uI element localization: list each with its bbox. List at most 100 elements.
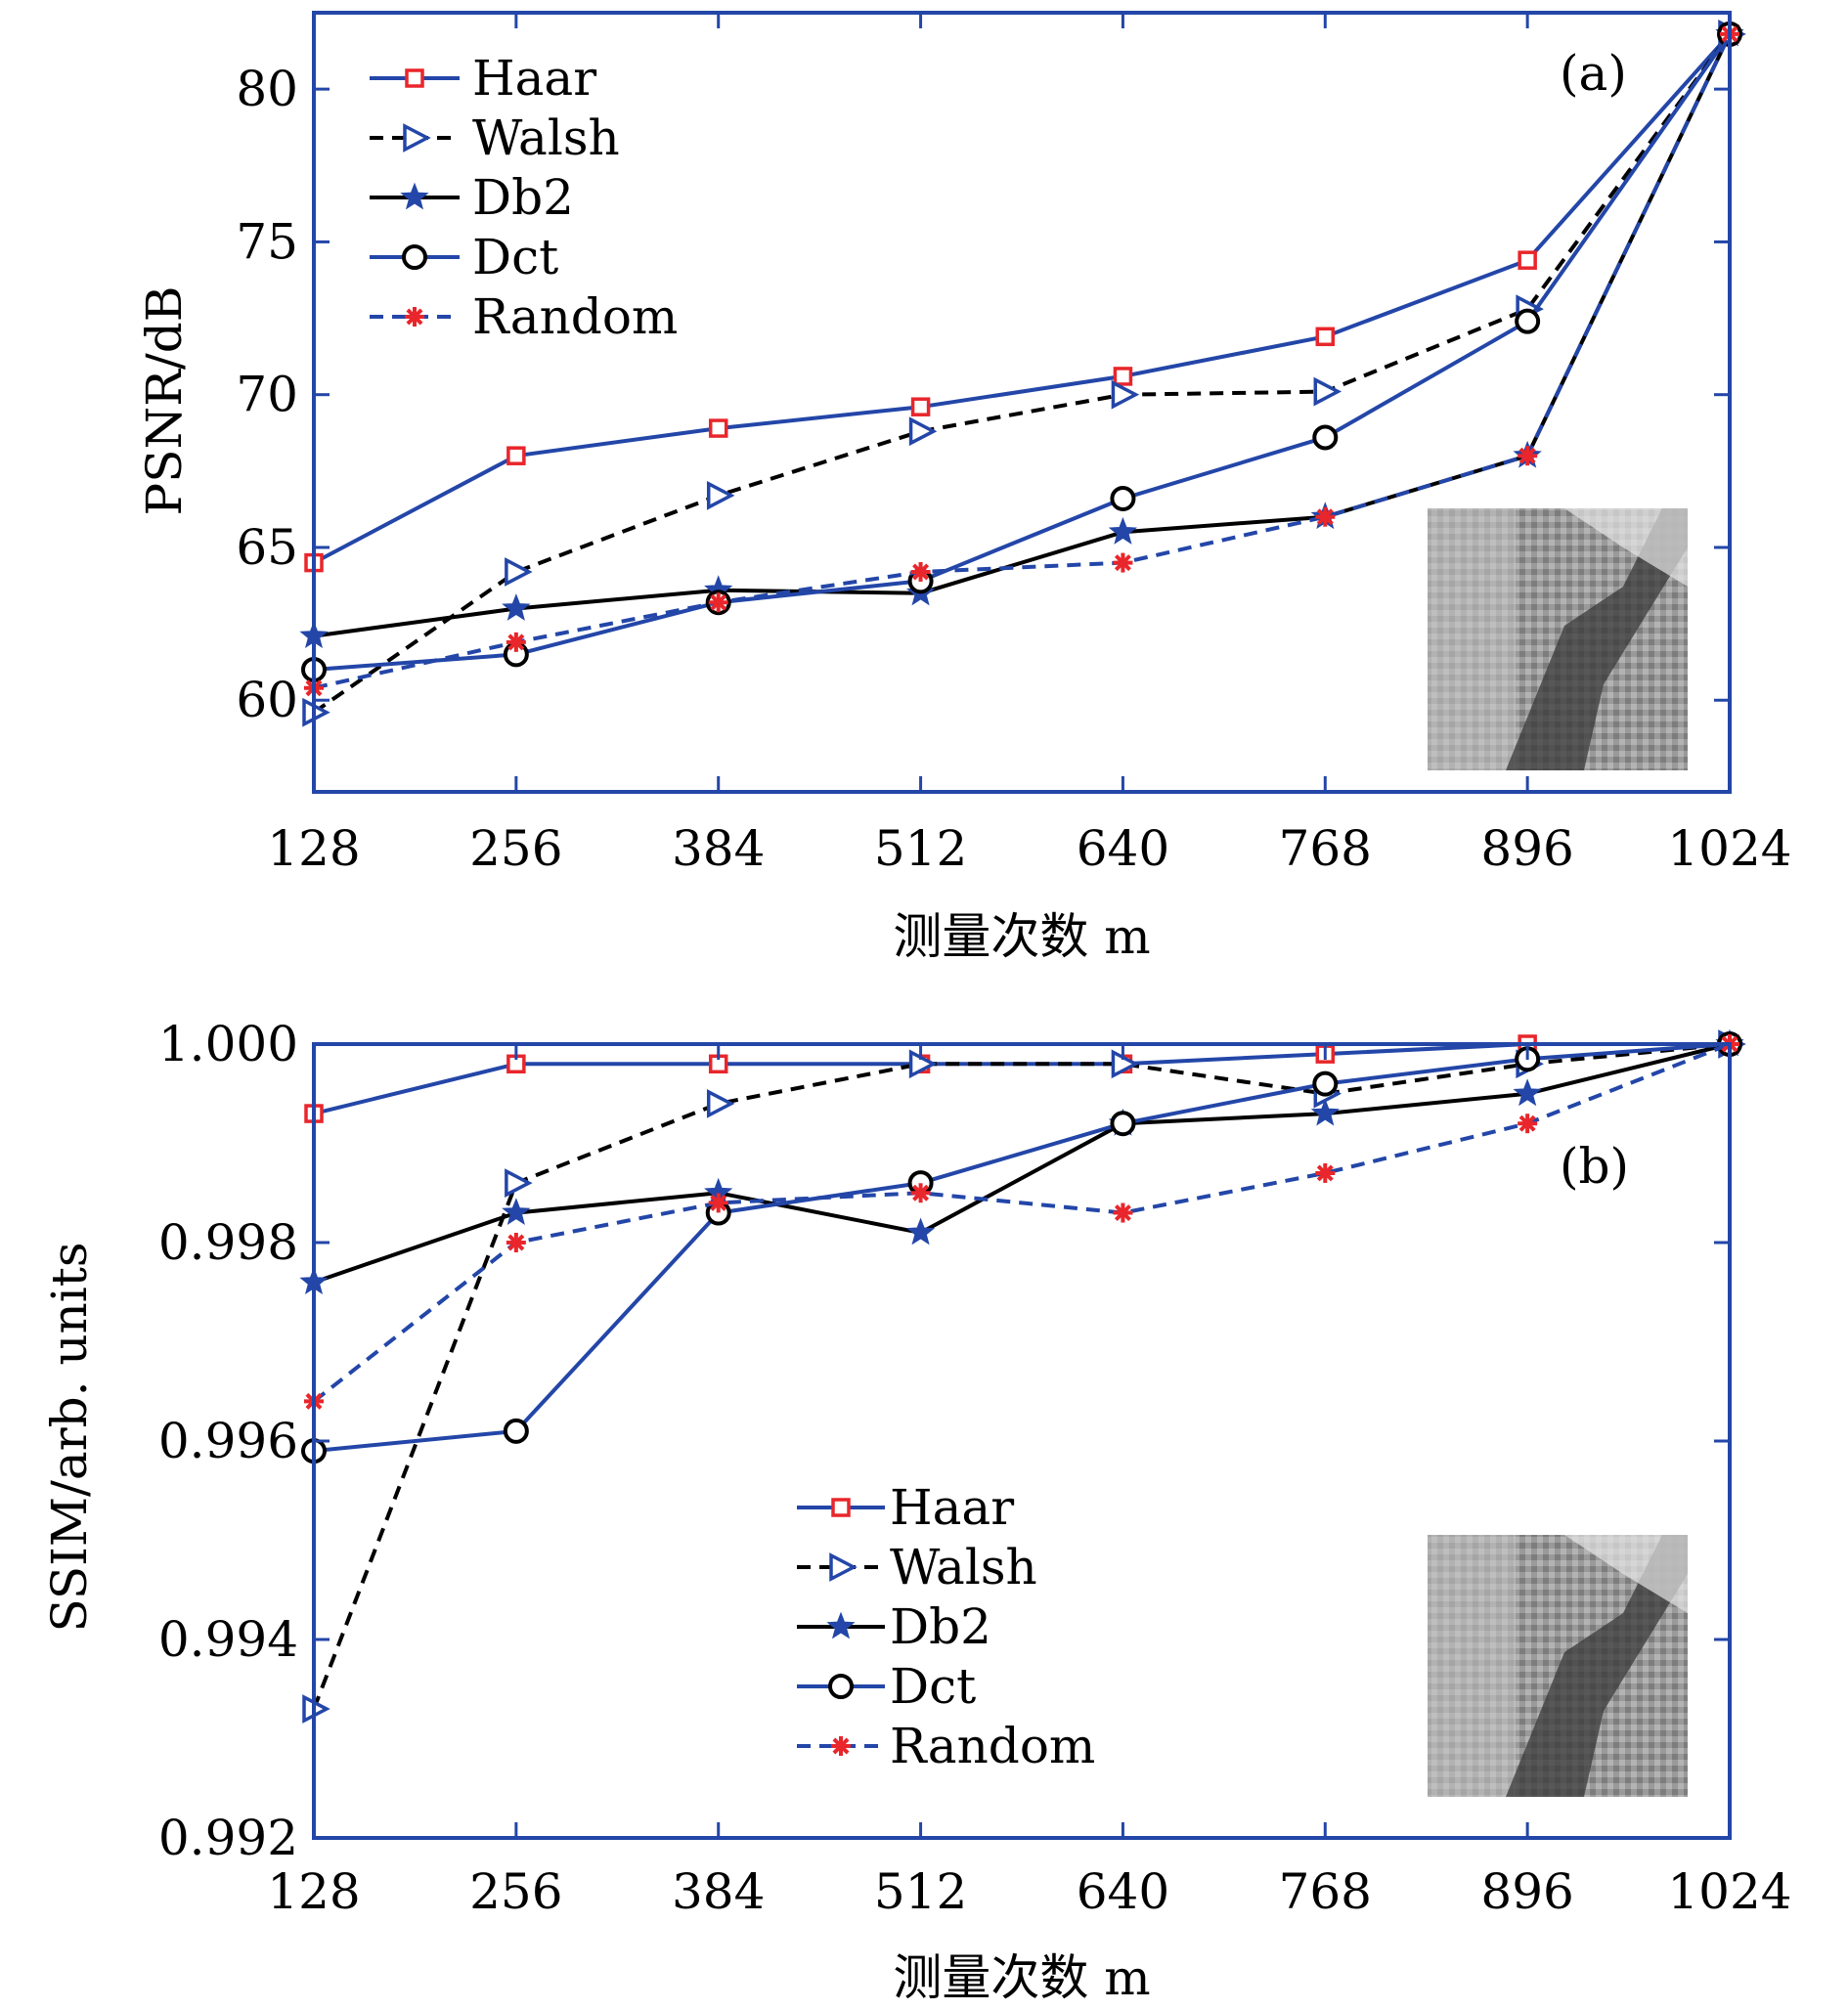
point-random [910,1183,931,1203]
x-tick-label: 256 [469,820,562,877]
point-db2 [502,593,531,621]
y-tick-label: 65 [236,519,298,576]
point-dct [1312,424,1339,451]
point-dct [1110,485,1136,511]
x-tick-label: 768 [1279,820,1372,877]
series-line-random [313,33,1732,690]
x-axis-title-b: 测量次数 m [893,1949,1150,2006]
y-tick-label: 80 [236,61,298,117]
legend-label: Haar [472,50,596,107]
point-random [506,1233,526,1252]
point-walsh [706,480,735,510]
legend-label: Haar [890,1479,1014,1536]
point-db2 [1310,1098,1340,1126]
point-haar [1315,327,1336,347]
x-tick-label: 384 [672,820,765,877]
series-line-db2 [313,1042,1731,1285]
plot-frame-a [312,11,1732,794]
series-line-walsh [312,32,1732,715]
legend-marker [403,123,431,153]
legend-marker [828,1674,854,1699]
point-random [1518,1114,1538,1134]
legend-entry-dct: Dct [370,229,558,285]
point-dct [1312,1071,1339,1097]
legend-label: Walsh [472,109,620,166]
point-random [1315,1162,1336,1183]
point-db2 [1513,1078,1542,1107]
point-dct [1515,308,1541,334]
legend-label: Random [890,1718,1095,1774]
legend-entry-walsh: Walsh [797,1539,1037,1595]
point-walsh [706,1089,735,1118]
series-line-dct [313,1042,1731,1454]
legend-entry-dct: Dct [797,1658,976,1715]
panel-label-a: (a) [1560,45,1627,102]
x-tick-label: 128 [267,1863,360,1920]
point-random [506,632,526,652]
series-line-dct [313,32,1732,672]
legend-entry-walsh: Walsh [370,109,620,166]
legend-entry-random: Random [797,1718,1095,1774]
legend-marker [826,1611,856,1639]
legend-marker [405,307,424,327]
series-line-random [312,1042,1731,1403]
legend-label: Dct [472,229,558,285]
point-haar [910,397,931,416]
legend-marker [400,182,429,210]
legend-label: Dct [890,1658,976,1715]
point-random [1113,1202,1133,1223]
legend-entry-random: Random [370,288,678,345]
x-tick-label: 128 [267,820,360,877]
point-db2 [502,1198,531,1226]
legend-marker [405,68,424,88]
x-tick-label: 1024 [1667,820,1791,877]
y-tick-label: 1.000 [158,1016,298,1072]
point-haar [1518,250,1537,270]
x-tick-label: 512 [874,1863,967,1920]
panel-b: 0.992 0.994 0.996 0.998 1.000 128 256 384 512 640… [41,1016,1792,2006]
y-tick-label: 60 [236,672,298,728]
series-random [304,23,1739,698]
legend-label: Db2 [472,169,574,226]
legend-marker [831,1498,851,1517]
series-line-walsh [312,1042,1731,1710]
y-tick-label: 0.992 [158,1810,298,1866]
y-axis-title-a: PSNR/dB [136,286,193,516]
series-haar [304,24,1739,573]
series-random [304,1034,1739,1412]
legend-entry-haar: Haar [797,1479,1014,1536]
point-walsh [1313,376,1342,407]
legend-marker [831,1736,851,1756]
legend-label: Db2 [890,1598,991,1655]
y-tick-label: 70 [236,367,298,423]
inset-image [1428,1535,1688,1797]
x-tick-label: 768 [1279,1863,1372,1920]
legend-marker [829,1552,858,1582]
point-dct [1110,1111,1136,1137]
y-tick-label: 0.994 [158,1611,298,1668]
point-haar [708,418,728,438]
y-tick-label: 0.996 [158,1413,298,1469]
y-tick-label: 0.998 [158,1214,298,1271]
point-walsh [1111,379,1140,410]
point-random [1113,552,1133,573]
x-tick-label: 384 [672,1863,765,1920]
legend-entry-db2: Db2 [370,169,574,226]
point-walsh [908,416,938,447]
point-random [708,592,728,613]
point-dct [503,1418,529,1444]
x-axis-title-a: 测量次数 m [893,908,1150,965]
y-tick-label: 75 [236,213,298,270]
point-walsh [505,557,533,587]
point-random [708,1193,728,1213]
x-tick-label: 640 [1077,1863,1169,1920]
x-tick-label: 640 [1077,820,1169,877]
point-haar [1113,367,1133,386]
x-tick-label: 896 [1480,820,1573,877]
panel-label-b: (b) [1560,1138,1629,1195]
y-axis-title-b: SSIM/arb. units [41,1242,98,1632]
